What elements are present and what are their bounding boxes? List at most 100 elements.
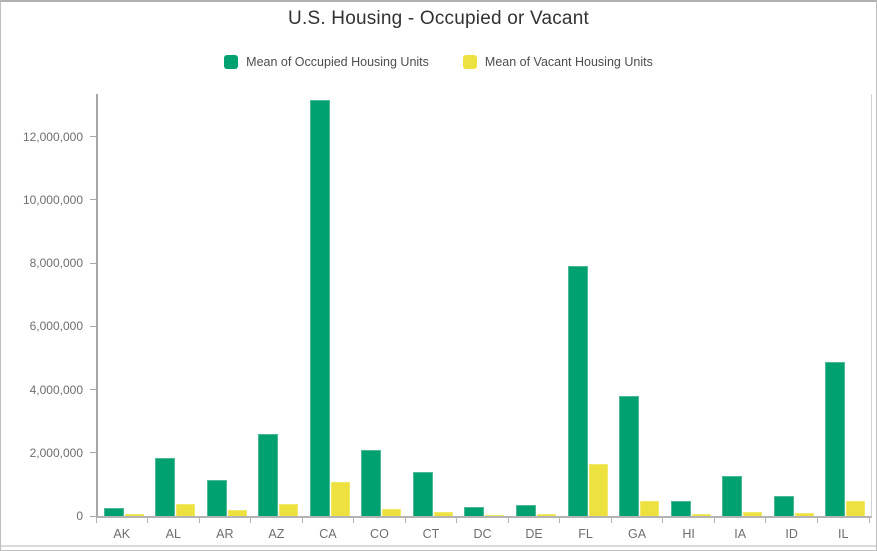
x-axis: AK AL AR AZ CA CO CT DC DE FL GA HI IA ID IL — [95, 518, 870, 548]
vacant-swatch-icon — [462, 55, 477, 69]
x-tick-mark — [765, 518, 767, 523]
bar-group-GA — [613, 94, 665, 516]
bar-vacant-IA[interactable] — [743, 512, 763, 516]
y-tick-mark — [90, 199, 96, 201]
bar-vacant-DE[interactable] — [537, 514, 557, 516]
y-tick-mark — [90, 389, 96, 391]
bar-vacant-AR[interactable] — [227, 510, 247, 516]
chart-title: U.S. Housing - Occupied or Vacant — [288, 8, 589, 29]
y-tick-mark — [90, 515, 96, 517]
bar-group-AR — [201, 94, 253, 516]
bar-occupied-AR[interactable] — [206, 480, 227, 516]
bar-occupied-CA[interactable] — [309, 100, 330, 516]
bar-vacant-CT[interactable] — [433, 512, 453, 516]
x-label-IL: IL — [837, 527, 849, 541]
x-tick-mark — [868, 518, 870, 523]
bar-occupied-CT[interactable] — [412, 472, 433, 516]
x-label-HI: HI — [682, 527, 695, 541]
bar-occupied-GA[interactable] — [619, 396, 640, 516]
y-tick-label: 10,000,000 — [22, 192, 83, 207]
y-tick-label: 6,000,000 — [29, 319, 83, 334]
y-tick-label: 0 — [76, 509, 83, 523]
legend-label-occupied: Mean of Occupied Housing Units — [246, 55, 429, 69]
y-tick-mark — [90, 452, 96, 454]
x-tick-mark — [404, 518, 406, 523]
x-label-DE: DE — [525, 527, 543, 541]
x-label-FL: FL — [578, 527, 593, 541]
x-label-CA: CA — [319, 527, 337, 541]
x-tick-mark — [456, 518, 458, 523]
bar-group-IA — [716, 94, 768, 516]
bar-group-CO — [356, 94, 408, 516]
bar-occupied-HI[interactable] — [670, 501, 691, 516]
y-tick-label: 4,000,000 — [29, 382, 83, 397]
bar-occupied-IA[interactable] — [722, 476, 743, 516]
bar-group-AK — [98, 94, 150, 516]
x-label-AR: AR — [216, 527, 234, 541]
bar-occupied-AL[interactable] — [155, 458, 176, 516]
legend: Mean of Occupied Housing Units Mean of V… — [1, 55, 876, 69]
bar-group-CA — [304, 94, 356, 516]
x-label-CO: CO — [370, 527, 389, 541]
bar-group-IL — [819, 94, 871, 516]
bar-group-FL — [562, 94, 614, 516]
bar-vacant-DC[interactable] — [485, 515, 505, 516]
x-tick-mark — [610, 518, 612, 523]
bar-group-AZ — [253, 94, 305, 516]
horizontal-scrollbar[interactable] — [1, 545, 876, 547]
bar-occupied-AZ[interactable] — [258, 434, 279, 516]
bar-group-CT — [407, 94, 459, 516]
x-label-AL: AL — [165, 527, 181, 541]
legend-item-vacant[interactable]: Mean of Vacant Housing Units — [462, 55, 653, 69]
x-tick-mark — [353, 518, 355, 523]
y-tick-label: 2,000,000 — [29, 445, 83, 460]
x-label-AZ: AZ — [268, 527, 285, 541]
legend-item-occupied[interactable]: Mean of Occupied Housing Units — [224, 55, 429, 69]
x-tick-mark — [559, 518, 561, 523]
x-label-DC: DC — [473, 527, 492, 541]
bar-occupied-CO[interactable] — [361, 450, 382, 516]
bar-vacant-CO[interactable] — [382, 509, 402, 516]
y-tick-mark — [90, 136, 96, 138]
x-tick-mark — [662, 518, 664, 523]
x-label-ID: ID — [785, 527, 798, 541]
bar-occupied-ID[interactable] — [773, 496, 794, 516]
x-label-IA: IA — [734, 527, 747, 541]
x-tick-mark — [301, 518, 303, 523]
x-tick-mark — [816, 518, 818, 523]
y-tick-mark — [90, 325, 96, 327]
bar-vacant-IL[interactable] — [846, 501, 866, 516]
x-tick-mark — [507, 518, 509, 523]
y-axis: 0 2,000,000 4,000,000 6,000,000 8,000,000 10,… — [1, 94, 96, 523]
x-tick-mark — [250, 518, 252, 523]
x-axis-labels: AK AL AR AZ CA CO CT DC DE FL GA HI IA ID IL — [96, 527, 869, 541]
x-label-AK: AK — [113, 527, 131, 541]
x-tick-mark — [95, 518, 97, 523]
bar-group-HI — [665, 94, 717, 516]
y-tick-mark — [90, 262, 96, 264]
y-tick-label: 12,000,000 — [22, 129, 83, 144]
x-tick-mark — [198, 518, 200, 523]
bar-occupied-DE[interactable] — [516, 505, 537, 516]
x-label-CT: CT — [422, 527, 440, 541]
bar-occupied-DC[interactable] — [464, 507, 485, 516]
bar-vacant-FL[interactable] — [588, 464, 608, 516]
bar-group-DE — [510, 94, 562, 516]
bar-vacant-AZ[interactable] — [279, 504, 299, 516]
x-tick-mark — [713, 518, 715, 523]
bar-group-ID — [768, 94, 820, 516]
bar-vacant-AK[interactable] — [124, 514, 144, 516]
bar-occupied-FL[interactable] — [567, 266, 588, 516]
bar-group-AL — [150, 94, 202, 516]
bar-vacant-HI[interactable] — [691, 514, 711, 516]
legend-label-vacant: Mean of Vacant Housing Units — [484, 55, 653, 69]
plot-area — [96, 94, 872, 518]
bar-occupied-IL[interactable] — [825, 362, 846, 516]
bar-vacant-GA[interactable] — [640, 501, 660, 516]
bar-occupied-AK[interactable] — [103, 508, 124, 516]
bar-vacant-CA[interactable] — [330, 482, 350, 516]
bar-vacant-AL[interactable] — [176, 504, 196, 516]
bar-vacant-ID[interactable] — [794, 513, 814, 516]
occupied-swatch-icon — [224, 55, 239, 69]
